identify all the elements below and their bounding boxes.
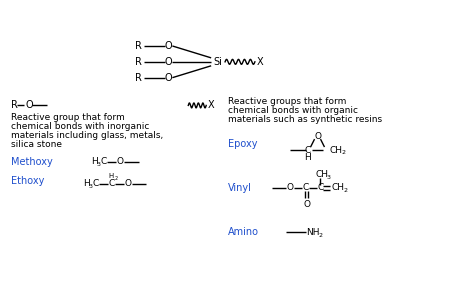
Text: O: O: [25, 101, 33, 110]
Text: 3: 3: [327, 175, 330, 180]
Text: O: O: [314, 132, 321, 141]
Text: R: R: [135, 41, 141, 51]
Text: C: C: [109, 179, 115, 188]
Text: R: R: [11, 101, 18, 110]
Text: O: O: [304, 200, 310, 209]
Text: Si: Si: [213, 57, 222, 67]
Text: Reactive groups that form: Reactive groups that form: [228, 97, 346, 106]
Text: H: H: [109, 173, 114, 179]
Text: O: O: [164, 41, 172, 51]
Text: 2: 2: [343, 188, 347, 193]
Text: H: H: [304, 154, 311, 163]
Text: O: O: [164, 57, 172, 67]
Text: Vinyl: Vinyl: [228, 183, 252, 193]
Text: Ethoxy: Ethoxy: [11, 176, 45, 186]
Text: X: X: [208, 101, 215, 110]
Text: Reactive group that form: Reactive group that form: [11, 113, 125, 122]
Text: C: C: [101, 157, 107, 166]
Text: C: C: [302, 183, 309, 192]
Text: O: O: [125, 179, 132, 188]
Text: H: H: [83, 179, 90, 188]
Text: NH: NH: [307, 228, 320, 237]
Text: X: X: [257, 57, 264, 67]
Text: C: C: [304, 145, 311, 154]
Text: CH: CH: [329, 145, 342, 154]
Text: C: C: [318, 183, 324, 192]
Text: 2: 2: [341, 150, 346, 156]
Text: R: R: [135, 73, 141, 83]
Text: CH: CH: [331, 183, 345, 192]
Text: chemical bonds with organic: chemical bonds with organic: [228, 106, 358, 115]
Text: O: O: [117, 157, 124, 166]
Text: O: O: [164, 73, 172, 83]
Text: Methoxy: Methoxy: [11, 157, 53, 167]
Text: materials such as synthetic resins: materials such as synthetic resins: [228, 115, 382, 124]
Text: 3: 3: [89, 184, 93, 189]
Text: Amino: Amino: [228, 227, 259, 237]
Text: 2: 2: [319, 233, 322, 238]
Text: R: R: [135, 57, 141, 67]
Text: 3: 3: [97, 162, 101, 167]
Text: CH: CH: [316, 170, 328, 179]
Text: O: O: [287, 183, 294, 192]
Text: silica stone: silica stone: [11, 140, 62, 149]
Text: C: C: [93, 179, 99, 188]
Text: 2: 2: [115, 176, 118, 181]
Text: chemical bonds with inorganic: chemical bonds with inorganic: [11, 122, 150, 131]
Text: materials including glass, metals,: materials including glass, metals,: [11, 131, 164, 140]
Text: Epoxy: Epoxy: [228, 139, 257, 149]
Text: H: H: [91, 157, 98, 166]
